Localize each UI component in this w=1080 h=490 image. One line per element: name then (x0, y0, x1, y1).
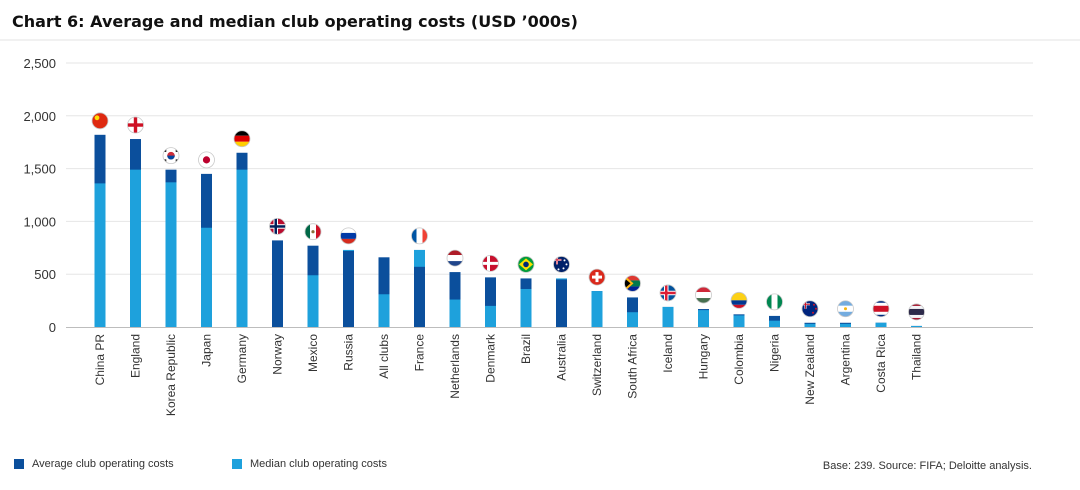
japan-flag-icon (198, 151, 215, 169)
switzerland-flag-icon (588, 268, 606, 286)
x-tick-label: Colombia (732, 334, 746, 385)
bar-median (130, 169, 141, 327)
bar-median (449, 299, 461, 327)
denmark-flag-icon (482, 254, 499, 272)
germany-flag-icon (233, 130, 251, 148)
new-zealand-flag-icon (801, 300, 819, 318)
thailand-flag-icon (908, 303, 925, 321)
bar-median (165, 182, 177, 327)
france-flag-icon (411, 227, 428, 245)
hungary-flag-icon (695, 286, 712, 304)
x-tick-label: Argentina (839, 334, 853, 386)
x-tick-label: All clubs (377, 334, 391, 379)
x-tick-label: Brazil (519, 334, 533, 364)
bar-median (307, 275, 319, 327)
mexico-flag-icon (304, 223, 322, 241)
netherlands-flag-icon (446, 249, 464, 267)
costa-rica-flag-icon (872, 300, 890, 318)
x-tick-label: Hungary (697, 334, 711, 379)
legend-average-label: Average club operating costs (32, 458, 174, 470)
bar-median (698, 310, 709, 327)
y-tick-label: 1,000 (23, 214, 56, 229)
legend-median-swatch (232, 459, 242, 469)
y-tick-label: 2,000 (23, 109, 56, 124)
x-tick-label: Norway (271, 334, 285, 375)
south-africa-flag-icon (624, 275, 641, 292)
bar-median (769, 320, 780, 327)
bar-median (840, 323, 851, 327)
x-tick-label: Costa Rica (874, 334, 888, 393)
x-tick-label: Nigeria (768, 334, 782, 372)
x-tick-label: New Zealand (803, 334, 817, 405)
bar-median (875, 322, 887, 327)
australia-flag-icon (553, 256, 570, 273)
y-tick-label: 1,500 (23, 162, 56, 177)
bar-median (911, 325, 922, 327)
russia-flag-icon (340, 227, 357, 245)
colombia-flag-icon (730, 291, 748, 309)
x-tick-label: Switzerland (590, 334, 604, 396)
y-tick-label: 0 (49, 320, 56, 335)
bar-average (272, 240, 283, 327)
bar-average (485, 277, 496, 327)
x-tick-label: Iceland (661, 334, 675, 373)
x-tick-label: England (129, 334, 143, 378)
bar-median (627, 312, 638, 327)
bar-median (804, 323, 816, 327)
legend-average: Average club operating costs (14, 458, 174, 470)
argentina-flag-icon (837, 300, 854, 318)
iceland-flag-icon (659, 284, 677, 302)
england-flag-icon (127, 116, 144, 134)
bar-median (591, 291, 603, 327)
norway-flag-icon (269, 218, 286, 235)
bar-median (485, 305, 496, 327)
bar-median (201, 227, 212, 327)
chart-title: Chart 6: Average and median club operati… (12, 12, 578, 31)
x-tick-label: Germany (235, 334, 249, 383)
y-tick-label: 2,500 (23, 56, 56, 71)
x-tick-label: Japan (200, 334, 214, 367)
x-tick-label: Mexico (306, 334, 320, 372)
x-tick-label: China PR (93, 334, 107, 386)
legend-median-label: Median club operating costs (250, 458, 387, 470)
x-tick-label: Denmark (484, 333, 498, 383)
bar-median (520, 288, 532, 327)
x-tick-label: Russia (342, 334, 356, 371)
bar-chart: 0 500 1,000 1,500 2,000 2,500 China PR England… (0, 39, 1080, 416)
bar-median (236, 169, 248, 327)
x-tick-label: Netherlands (448, 334, 462, 399)
nigeria-flag-icon (766, 293, 783, 311)
legend-median: Median club operating costs (232, 458, 387, 470)
x-tick-label: Australia (555, 334, 569, 381)
x-tick-label: Thailand (910, 334, 924, 380)
brazil-flag-icon (517, 256, 535, 273)
china-flag-icon (91, 112, 109, 130)
legend-average-swatch (14, 459, 24, 469)
bar-median (94, 183, 106, 327)
bar-median (662, 306, 674, 327)
bar-median (733, 315, 745, 327)
x-tick-label: Korea Republic (164, 334, 178, 416)
bar-average (414, 266, 425, 327)
bar-median (378, 294, 390, 327)
source-note: Base: 239. Source: FIFA; Deloitte analys… (822, 460, 1032, 472)
x-tick-label: France (413, 334, 427, 372)
bar-average (343, 250, 354, 327)
bar-average (556, 279, 567, 327)
korea-republic-flag-icon (162, 147, 180, 165)
bar-average (378, 257, 390, 327)
y-tick-label: 500 (34, 267, 56, 282)
x-tick-label: South Africa (626, 334, 640, 399)
